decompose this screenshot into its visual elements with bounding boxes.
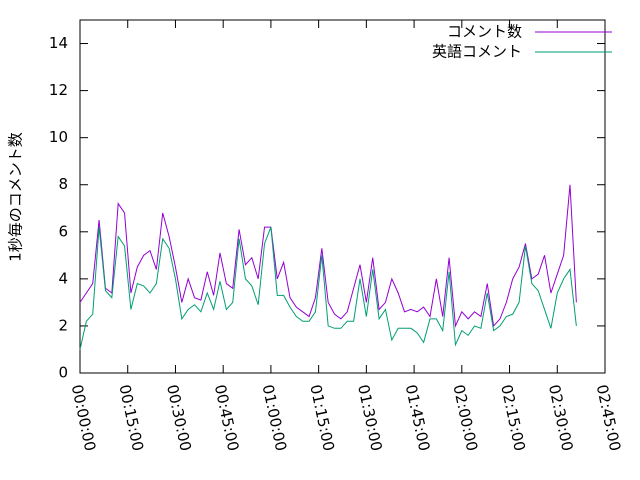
- y-tick-label: 6: [58, 222, 68, 240]
- series-line: [79, 184, 577, 328]
- y-tick-label: 8: [58, 175, 68, 193]
- legend-label: 英語コメント: [432, 43, 522, 61]
- x-tick-label: 02:15:00: [497, 383, 529, 453]
- y-tick-label: 2: [58, 316, 68, 334]
- y-tick-label: 0: [58, 364, 68, 382]
- x-tick-label: 01:30:00: [354, 383, 386, 453]
- x-tick-label: 01:15:00: [306, 383, 338, 453]
- x-tick-label: 00:00:00: [68, 383, 100, 453]
- series-line: [79, 226, 577, 350]
- x-tick-label: 01:45:00: [402, 383, 434, 453]
- y-tick-label: 4: [58, 269, 68, 287]
- y-tick-label: 10: [49, 128, 68, 146]
- x-tick-label: 00:15:00: [115, 383, 147, 453]
- plot-frame: [79, 19, 606, 374]
- x-tick-label: 02:30:00: [545, 383, 577, 453]
- x-tick-label: 00:30:00: [163, 383, 195, 453]
- x-tick-label: 00:45:00: [211, 383, 243, 453]
- y-tick-label: 12: [49, 81, 68, 99]
- y-axis-label: 1秒毎のコメント数: [7, 132, 25, 262]
- legend-label: コメント数: [447, 23, 522, 41]
- x-tick-label: 02:45:00: [593, 383, 625, 453]
- y-tick-label: 14: [49, 34, 68, 52]
- x-tick-label: 02:00:00: [450, 383, 482, 453]
- x-tick-label: 01:00:00: [259, 383, 291, 453]
